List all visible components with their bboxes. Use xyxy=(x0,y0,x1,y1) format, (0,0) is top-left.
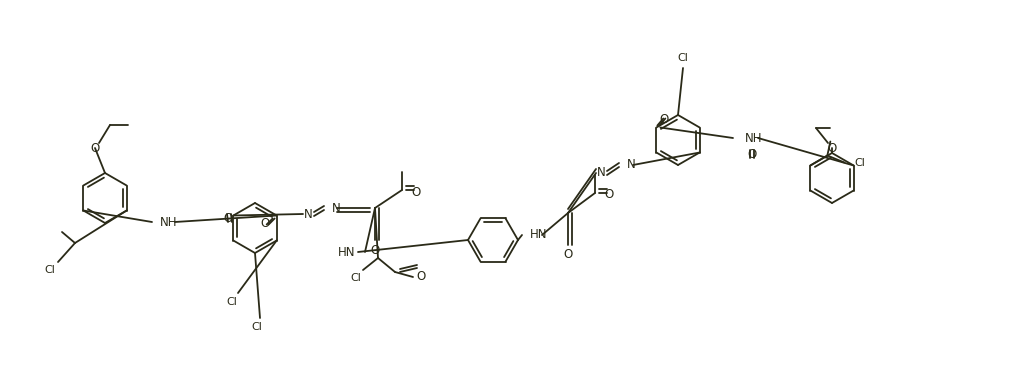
Text: N: N xyxy=(597,167,605,179)
Text: O: O xyxy=(660,113,669,126)
Text: O: O xyxy=(411,185,421,199)
Text: O: O xyxy=(224,211,233,224)
Text: NH: NH xyxy=(745,132,763,144)
Text: Cl: Cl xyxy=(677,53,689,63)
Text: Cl: Cl xyxy=(251,322,262,332)
Text: O: O xyxy=(370,244,379,256)
Text: O: O xyxy=(563,249,573,261)
Text: N: N xyxy=(304,208,312,220)
Text: O: O xyxy=(416,270,426,284)
Text: Cl: Cl xyxy=(854,158,865,167)
Text: O: O xyxy=(260,217,270,230)
Text: HN: HN xyxy=(530,229,547,241)
Text: O: O xyxy=(747,149,757,162)
Text: Cl: Cl xyxy=(351,273,361,283)
Text: O: O xyxy=(604,188,613,202)
Text: NH: NH xyxy=(160,215,178,229)
Text: Cl: Cl xyxy=(45,265,56,275)
Text: O: O xyxy=(828,141,837,155)
Text: N: N xyxy=(332,202,341,214)
Text: HN: HN xyxy=(338,246,355,259)
Text: N: N xyxy=(627,159,636,171)
Text: Cl: Cl xyxy=(227,297,237,307)
Text: O: O xyxy=(91,141,100,155)
